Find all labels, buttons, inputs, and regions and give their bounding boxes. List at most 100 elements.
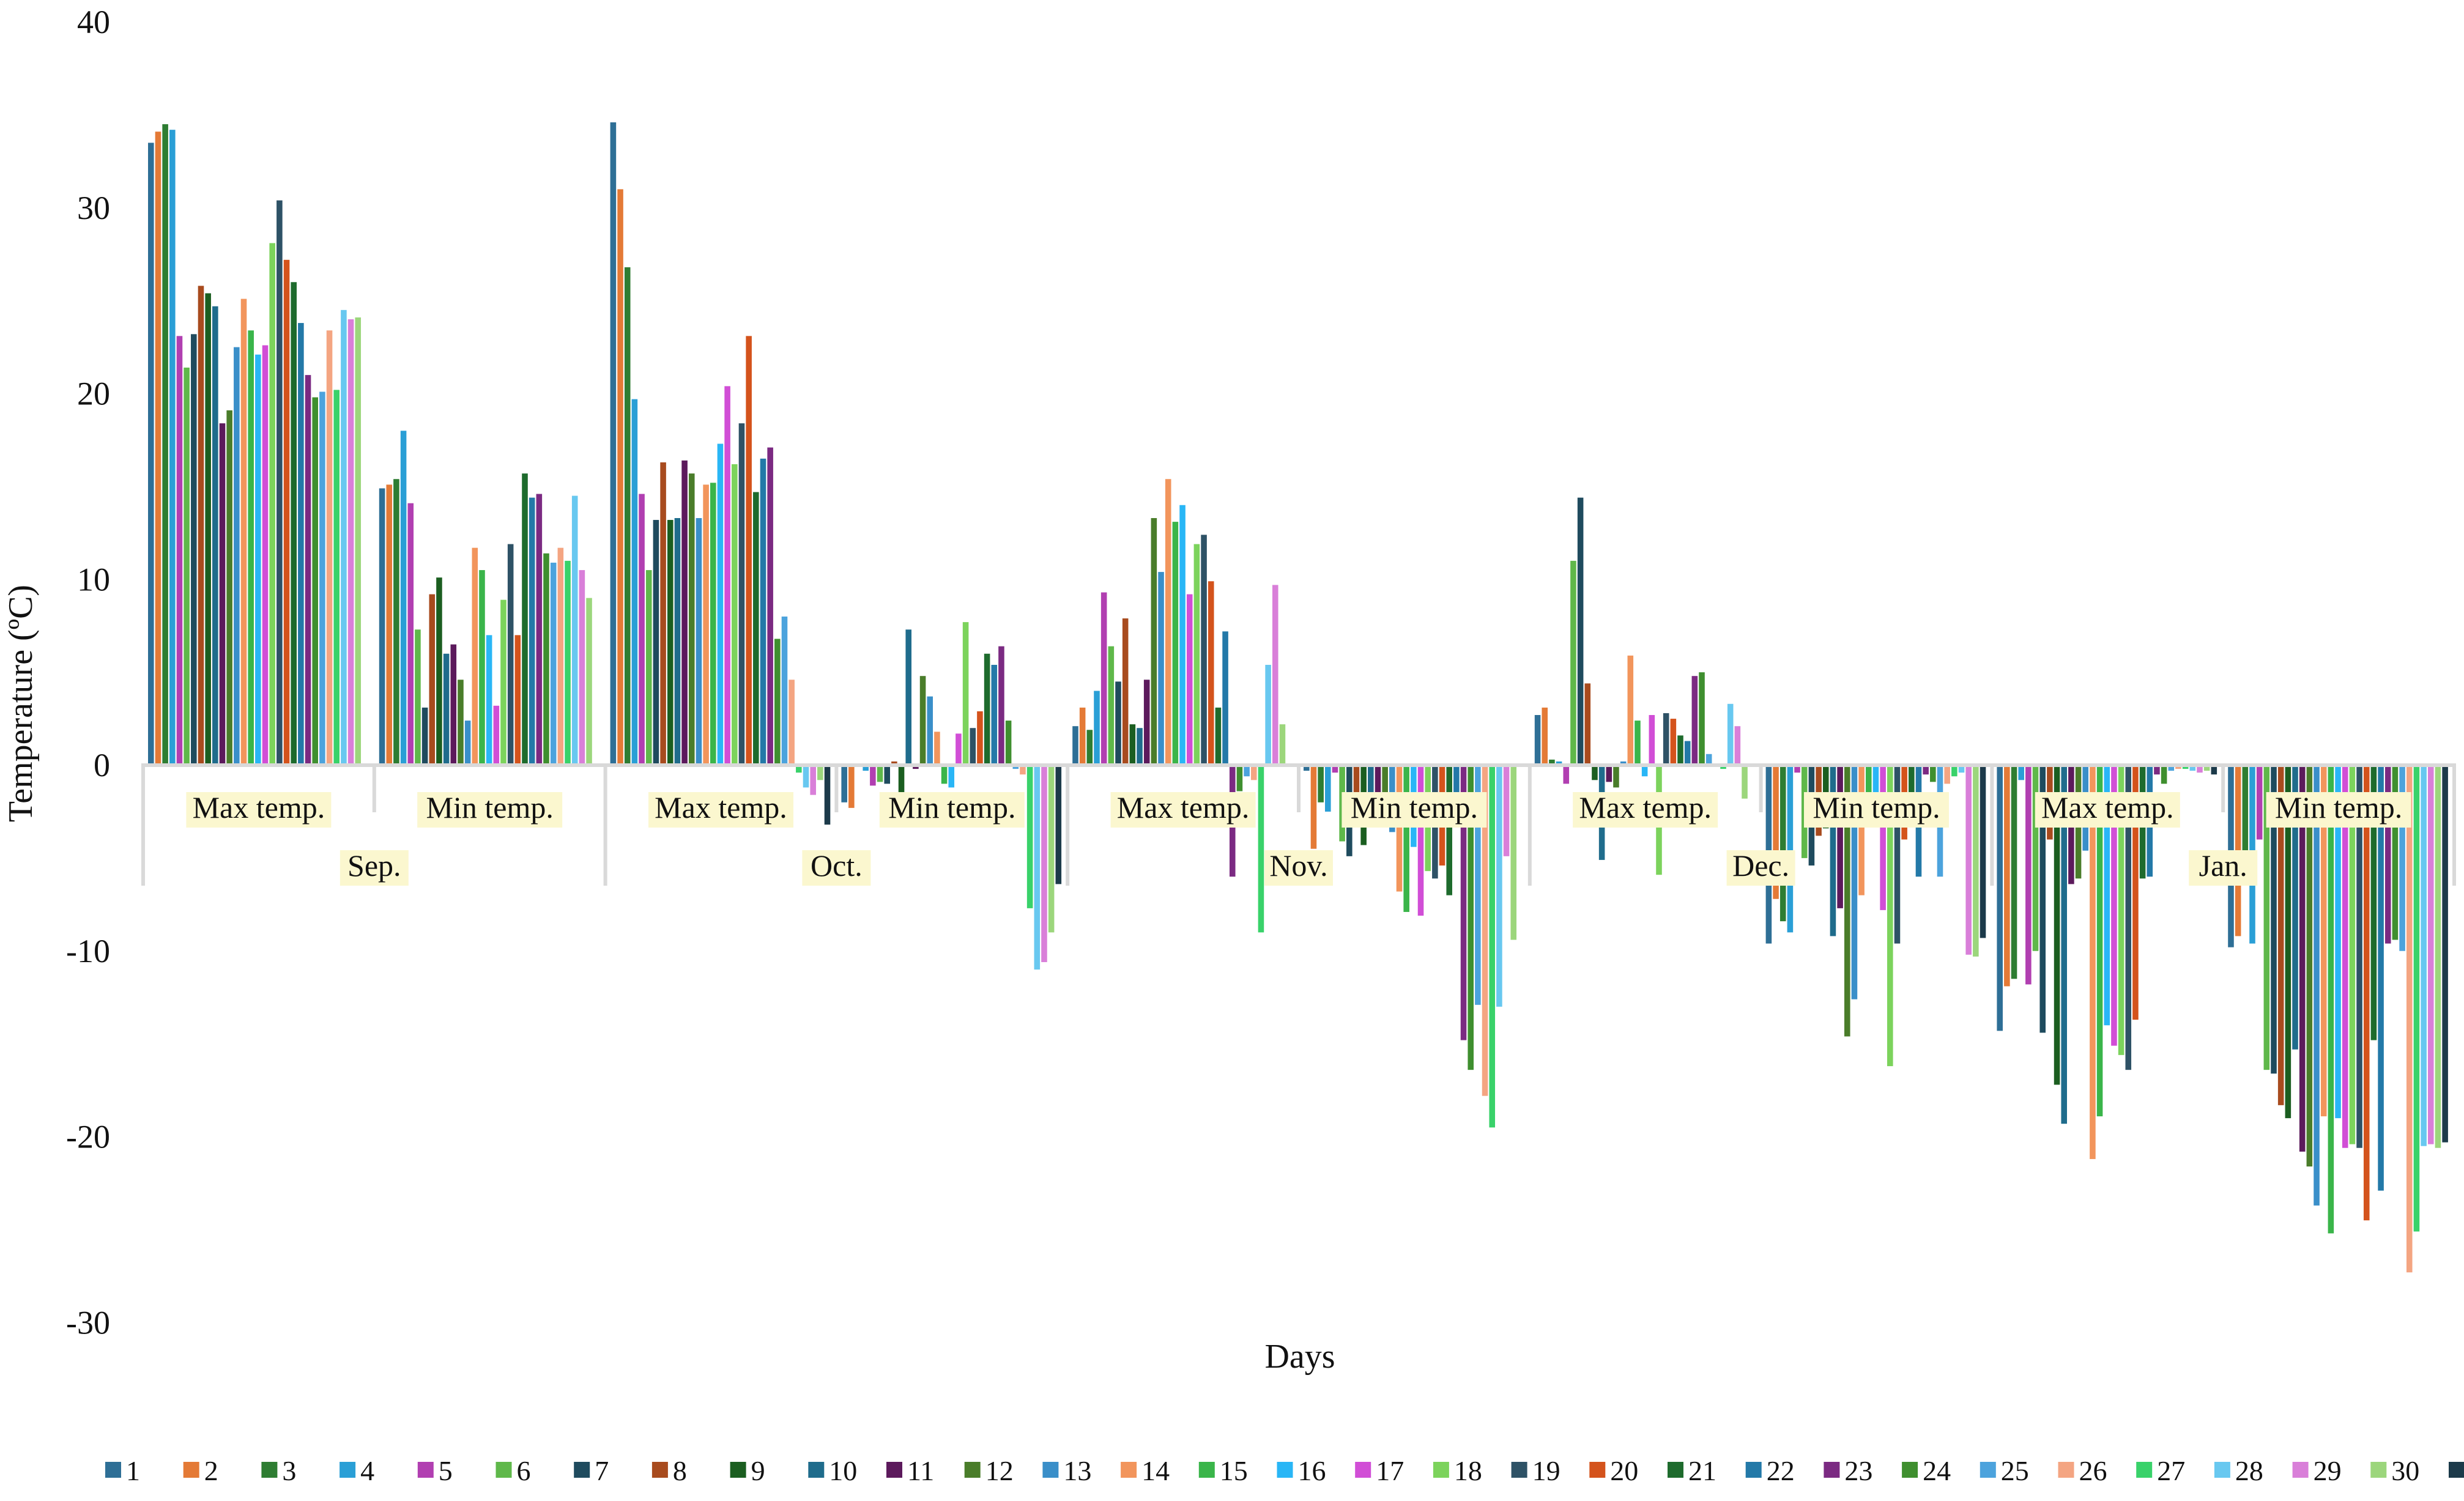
legend-swatch-20 — [1589, 1462, 1606, 1478]
category-month-label-bg — [1264, 850, 1333, 886]
legend-label-26: 26 — [2079, 1455, 2107, 1486]
bar-day-21-nov-max — [1215, 707, 1222, 765]
bar-day-1-jan-max — [1997, 765, 2003, 1031]
bar-day-27-dec-min — [1951, 765, 1957, 777]
bar-day-26-oct-max — [789, 680, 795, 765]
bar-day-9-oct-max — [667, 520, 674, 765]
bar-day-1-oct-max — [610, 122, 617, 765]
bar-day-30-oct-max — [817, 765, 823, 780]
x-axis-frame — [141, 763, 2456, 886]
bar-day-25-jan-max — [2168, 765, 2175, 771]
y-axis-ticks: 40 30 20 10 0 -10 -20 -30 — [66, 4, 110, 1341]
legend-label-8: 8 — [673, 1455, 687, 1486]
bar-day-17-oct-max — [724, 386, 730, 765]
bar-day-12-oct-max — [688, 473, 695, 765]
bar-day-11-oct-max — [681, 460, 688, 765]
bar-day-5-oct-max — [639, 494, 645, 765]
bar-day-13-sep-min — [464, 721, 471, 765]
category-measure-label-bg — [879, 792, 1025, 828]
bar-day-29-sep-min — [579, 570, 585, 765]
bar-day-27-oct-max — [796, 765, 802, 773]
bar-day-30-oct-min — [1048, 765, 1055, 933]
bar-day-26-dec-min — [1944, 765, 1950, 784]
bar-day-12-jan-min — [2306, 765, 2313, 1167]
bar-day-15-dec-max — [1635, 721, 1641, 765]
legend-label-1: 1 — [126, 1455, 140, 1486]
bar-day-17-jan-max — [2111, 765, 2117, 1046]
bar-day-19-jan-max — [2125, 765, 2132, 1070]
bar-day-3-oct-max — [624, 267, 631, 765]
bar-day-10-nov-min — [1368, 765, 1374, 806]
bar-day-28-oct-max — [803, 765, 809, 788]
y-tick-label: 30 — [77, 190, 110, 226]
bar-day-30-jan-min — [2435, 765, 2441, 1148]
category-month-label-bg — [1726, 850, 1795, 886]
bar-day-13-jan-min — [2314, 765, 2320, 1206]
legend-swatch-15 — [1198, 1462, 1215, 1478]
bar-day-8-nov-max — [1122, 618, 1129, 765]
month-divider — [1527, 763, 1532, 886]
category-measure-label-bg — [1341, 792, 1487, 828]
bar-day-17-sep-min — [493, 705, 500, 765]
legend-label-7: 7 — [595, 1455, 609, 1486]
bar-day-27-dec-max — [1720, 765, 1726, 769]
legend-label-20: 20 — [1610, 1455, 1638, 1486]
bar-day-11-nov-max — [1143, 680, 1150, 765]
bar-day-19-nov-max — [1201, 535, 1207, 765]
bar-day-23-oct-max — [767, 447, 773, 765]
bar-day-30-nov-max — [1279, 724, 1286, 765]
bar-day-29-dec-min — [1965, 765, 1972, 955]
legend-swatch-4 — [340, 1462, 356, 1478]
legend-swatch-25 — [1980, 1462, 1996, 1478]
category-measure-label: Max temp. — [2041, 790, 2174, 825]
bar-day-8-sep-max — [198, 286, 204, 765]
bar-day-21-sep-max — [291, 282, 297, 765]
legend-swatch-8 — [651, 1462, 668, 1478]
bar-day-15-sep-max — [248, 330, 254, 765]
bar-day-1-nov-max — [1072, 726, 1078, 765]
bar-day-9-sep-min — [436, 577, 442, 765]
y-tick-label: -30 — [66, 1304, 110, 1341]
legend-swatch-23 — [1824, 1462, 1840, 1478]
bar-day-11-sep-min — [450, 644, 457, 765]
category-month-label-bg — [2189, 850, 2258, 886]
bar-day-7-sep-max — [191, 334, 197, 765]
bar-day-15-sep-min — [479, 570, 485, 765]
bar-day-14-jan-max — [2090, 765, 2096, 1159]
bar-day-10-dec-min — [1830, 765, 1836, 936]
legend-label-27: 27 — [2157, 1455, 2185, 1486]
bar-day-28-jan-max — [2189, 765, 2196, 771]
legend-label-2: 2 — [204, 1455, 218, 1486]
bar-day-4-sep-min — [400, 431, 407, 765]
legend-label-12: 12 — [985, 1455, 1014, 1486]
legend-swatch-12 — [964, 1462, 981, 1478]
legend-swatch-5 — [417, 1462, 434, 1478]
y-tick-label: 20 — [77, 376, 110, 412]
bar-day-3-sep-min — [393, 479, 399, 765]
bar-day-12-nov-min — [1382, 765, 1388, 816]
y-tick-label: 0 — [94, 747, 110, 784]
legend-swatch-2 — [183, 1462, 199, 1478]
bar-day-18-jan-max — [2118, 765, 2124, 1055]
bar-day-13-nov-max — [1158, 572, 1164, 765]
legend-label-10: 10 — [829, 1455, 857, 1486]
bar-day-31-oct-min — [1055, 765, 1062, 884]
bar-day-16-sep-max — [255, 354, 261, 765]
bar-day-8-oct-min — [891, 761, 897, 765]
legend-swatch-18 — [1433, 1462, 1449, 1478]
y-tick-label: -20 — [66, 1119, 110, 1155]
bar-day-27-nov-min — [1489, 765, 1496, 1128]
bar-day-2-oct-min — [848, 765, 855, 808]
bar-day-21-oct-max — [753, 492, 759, 765]
legend-swatch-21 — [1668, 1462, 1683, 1478]
bar-day-24-oct-min — [1005, 721, 1012, 765]
bar-day-25-jan-min — [2399, 765, 2405, 951]
bar-day-1-oct-min — [841, 765, 847, 802]
bar-day-24-jan-min — [2392, 765, 2399, 940]
bar-day-1-nov-min — [1304, 765, 1310, 771]
bar-day-30-nov-min — [1510, 765, 1517, 940]
bar-day-4-dec-max — [1556, 761, 1562, 765]
bar-day-14-jan-min — [2320, 765, 2327, 1117]
bar-day-24-sep-max — [312, 397, 318, 765]
